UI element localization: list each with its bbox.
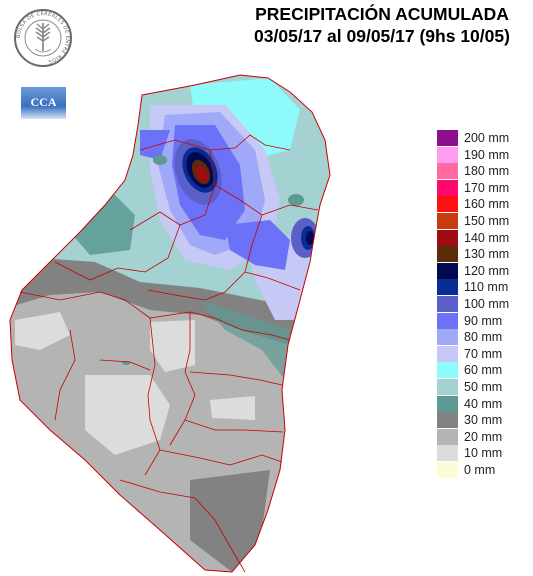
legend-swatch	[437, 379, 458, 395]
legend-swatch	[437, 229, 458, 246]
legend-swatch	[437, 196, 458, 213]
title-line-2: 03/05/17 al 09/05/17 (9hs 10/05)	[254, 26, 510, 46]
legend-swatch	[437, 445, 458, 462]
legend-label: 60 mm	[464, 363, 503, 378]
cca-logo-text: CCA	[31, 95, 57, 109]
legend-label: 110 mm	[464, 280, 509, 295]
legend-label: 160 mm	[464, 197, 510, 212]
legend-label: 0 mm	[464, 463, 496, 477]
legend-swatch	[437, 213, 458, 229]
title-line-1: PRECIPITACIÓN ACUMULADA	[255, 4, 509, 24]
legend-swatch	[437, 296, 458, 312]
legend-swatch	[437, 130, 458, 146]
legend-label: 10 mm	[464, 446, 503, 461]
legend-label: 190 mm	[464, 147, 510, 162]
legend-label: 150 mm	[464, 214, 510, 228]
legend-label: 40 mm	[464, 396, 503, 411]
legend-label: 80 mm	[464, 330, 503, 345]
legend-label: 30 mm	[464, 413, 503, 428]
legend-label: 100 mm	[464, 297, 510, 311]
legend-label: 170 mm	[464, 180, 510, 195]
legend-label: 130 mm	[464, 247, 510, 262]
legend-label: 200 mm	[464, 131, 510, 145]
legend-swatch	[437, 312, 458, 329]
cca-logo-icon: CCA	[21, 87, 66, 119]
legend-label: 140 mm	[464, 230, 510, 245]
legend-swatch	[437, 362, 458, 379]
legend-swatch	[437, 395, 458, 412]
legend-swatch	[437, 146, 458, 163]
legend-label: 20 mm	[464, 429, 503, 444]
legend-swatch	[437, 345, 458, 362]
legend-swatch	[437, 179, 458, 196]
legend-swatch	[437, 262, 458, 279]
legend-swatch	[437, 279, 458, 296]
department-borders	[19, 134, 319, 573]
legend-swatch	[437, 412, 458, 429]
legend-label: 50 mm	[464, 380, 503, 394]
legend-swatch	[437, 246, 458, 263]
legend-swatch	[437, 329, 458, 346]
map-title: PRECIPITACIÓN ACUMULADA 03/05/17 al 09/0…	[236, 3, 528, 47]
legend-swatch	[437, 462, 458, 478]
legend-label: 90 mm	[464, 313, 503, 328]
legend-label: 120 mm	[464, 263, 510, 278]
legend-swatch	[437, 428, 458, 445]
legend-swatch	[437, 163, 458, 180]
bolsa-de-cereales-logo-icon: BOLSA DE CEREALES DE ENTRE RIOS	[13, 5, 73, 71]
legend-label: 180 mm	[464, 164, 510, 179]
legend-label: 70 mm	[464, 346, 503, 361]
